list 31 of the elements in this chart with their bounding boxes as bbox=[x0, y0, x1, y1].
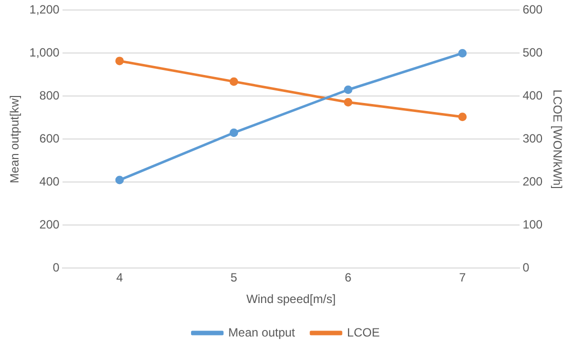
y-tick-label: 0 bbox=[52, 260, 60, 275]
y2-tick-label: 500 bbox=[522, 46, 543, 60]
point bbox=[344, 86, 352, 94]
y-tick-label: 600 bbox=[39, 132, 60, 146]
y2-tick-label: 400 bbox=[522, 88, 543, 103]
point bbox=[230, 128, 238, 137]
y2-tick-label: 300 bbox=[522, 132, 543, 146]
x-axis-title: Wind speed[m/s] bbox=[246, 292, 336, 306]
point bbox=[115, 56, 124, 66]
legend-label: Mean output bbox=[228, 325, 296, 340]
point bbox=[344, 98, 352, 106]
x-tick-label: 7 bbox=[459, 270, 466, 285]
point bbox=[230, 77, 238, 86]
legend-label: LCOE bbox=[347, 325, 380, 340]
x-tick-label: 6 bbox=[344, 270, 352, 285]
x-tick-label: 5 bbox=[230, 270, 238, 285]
y2-axis-title: LCOE [WON/kWh] bbox=[550, 90, 564, 189]
y2-tick-label: 100 bbox=[522, 218, 543, 232]
y2-tick-label: 600 bbox=[522, 2, 543, 17]
point bbox=[458, 48, 467, 58]
point bbox=[115, 176, 124, 184]
y-tick-label: 200 bbox=[39, 218, 60, 232]
y-axis-title: Mean output[kw] bbox=[8, 95, 22, 184]
y2-tick-label: 0 bbox=[522, 260, 530, 275]
y-tick-label: 1,200 bbox=[29, 2, 60, 17]
y-tick-label: 1,000 bbox=[29, 46, 60, 60]
x-tick-label: 4 bbox=[116, 270, 124, 285]
y-tick-label: 400 bbox=[39, 174, 60, 189]
y-tick-label: 800 bbox=[39, 88, 60, 103]
y2-tick-label: 200 bbox=[522, 174, 543, 189]
point bbox=[458, 112, 467, 122]
